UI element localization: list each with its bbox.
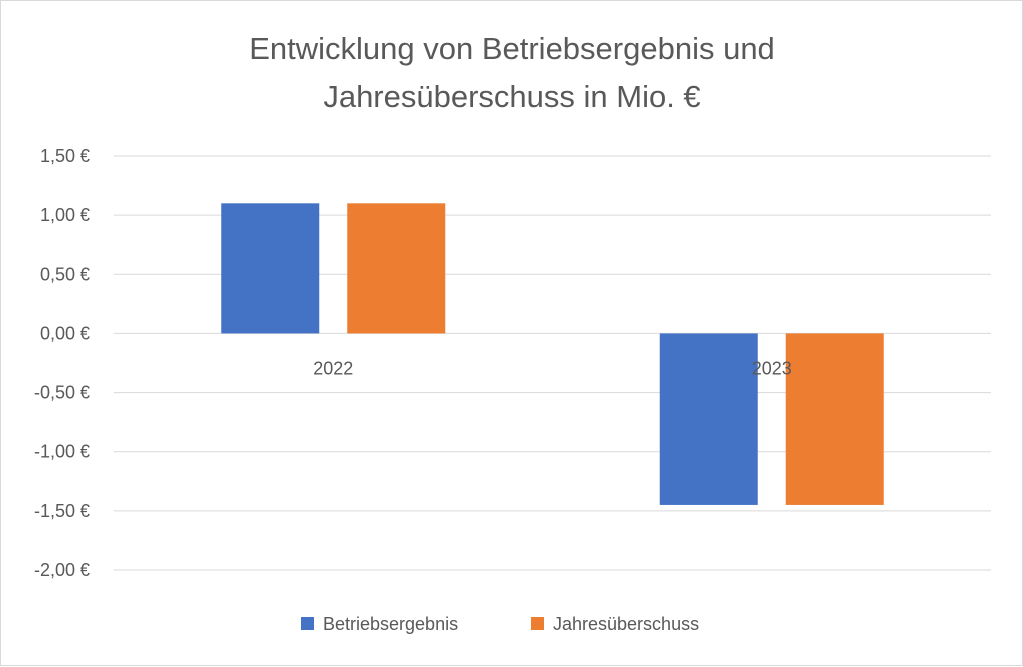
- legend-swatch: [301, 617, 314, 630]
- bar-betriebsergebnis-2023: [659, 333, 758, 505]
- y-tick-label: -1,50 €: [34, 501, 90, 521]
- chart-title: Entwicklung von Betriebsergebnis und Jah…: [249, 31, 775, 114]
- bar-jahresüberschuss-2023: [785, 333, 884, 505]
- y-tick-label: 0,50 €: [40, 264, 90, 284]
- bar-jahresüberschuss-2022: [347, 203, 446, 334]
- y-axis-tick-labels: 1,50 € 1,00 € 0,50 € 0,00 € -0,50 € -1,00 € -1…: [34, 146, 90, 580]
- y-tick-label: -0,50 €: [34, 383, 90, 403]
- y-tick-label: 0,00 €: [40, 323, 90, 343]
- chart-title-line-1: Entwicklung von Betriebsergebnis und: [249, 31, 775, 66]
- chart-title-line-2: Jahresüberschuss in Mio. €: [323, 79, 700, 114]
- bars: [221, 203, 884, 505]
- y-tick-label: -2,00 €: [34, 560, 90, 580]
- bar-betriebsergebnis-2022: [221, 203, 320, 334]
- category-label: 2023: [752, 358, 792, 378]
- legend-swatch: [531, 617, 544, 630]
- y-tick-label: -1,00 €: [34, 442, 90, 462]
- legend-label: Betriebsergebnis: [323, 614, 458, 634]
- y-tick-label: 1,50 €: [40, 146, 90, 166]
- legend: Betriebsergebnis Jahresüberschuss: [301, 614, 699, 634]
- category-label: 2022: [313, 358, 353, 378]
- y-tick-label: 1,00 €: [40, 205, 90, 225]
- x-axis-category-labels: 2022 2023: [313, 358, 792, 378]
- legend-label: Jahresüberschuss: [553, 614, 699, 634]
